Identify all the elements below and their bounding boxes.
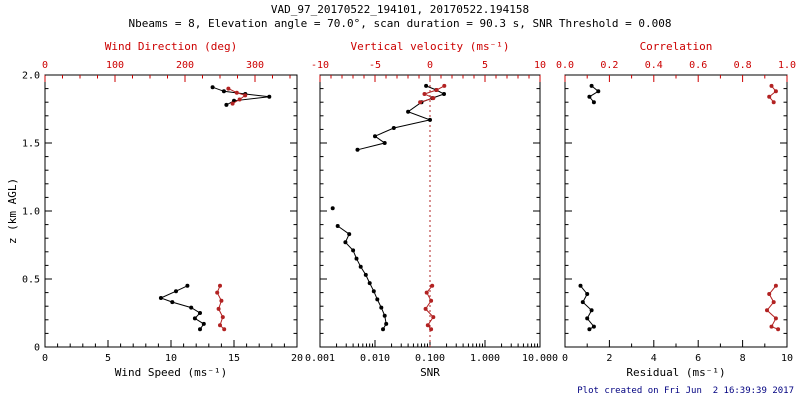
- svg-text:6: 6: [695, 353, 701, 364]
- svg-text:0: 0: [562, 353, 568, 364]
- svg-text:10.000: 10.000: [522, 353, 558, 364]
- svg-text:10: 10: [165, 353, 177, 364]
- correlation-axis-title: Correlation: [639, 40, 713, 53]
- svg-text:0.010: 0.010: [360, 353, 390, 364]
- svg-text:1.0: 1.0: [778, 60, 796, 71]
- svg-text:2.0: 2.0: [22, 71, 40, 82]
- svg-text:8: 8: [740, 353, 746, 364]
- svg-text:5: 5: [482, 60, 488, 71]
- residual-axis-title: Residual (ms⁻¹): [626, 366, 726, 379]
- plot-title: VAD_97_20170522_194101, 20170522.194158: [270, 3, 530, 16]
- svg-text:1.000: 1.000: [470, 353, 500, 364]
- snr-axis-title: SNR: [420, 366, 440, 379]
- svg-text:200: 200: [176, 60, 194, 71]
- svg-text:10: 10: [534, 60, 546, 71]
- svg-text:0.2: 0.2: [600, 60, 618, 71]
- svg-text:0: 0: [34, 343, 40, 354]
- svg-text:0.0: 0.0: [556, 60, 574, 71]
- vertical-velocity-axis-title: Vertical velocity (ms⁻¹): [350, 40, 510, 53]
- svg-text:0.001: 0.001: [305, 353, 335, 364]
- svg-text:10: 10: [781, 353, 793, 364]
- wind-speed-axis-title: Wind Speed (ms⁻¹): [114, 366, 228, 379]
- svg-text:15: 15: [228, 353, 240, 364]
- svg-text:300: 300: [246, 60, 264, 71]
- svg-text:-10: -10: [311, 60, 329, 71]
- svg-text:20: 20: [291, 353, 303, 364]
- svg-text:0.8: 0.8: [734, 60, 752, 71]
- plot-subtitle: Nbeams = 8, Elevation angle = 70.0°, sca…: [128, 17, 672, 30]
- svg-text:100: 100: [106, 60, 124, 71]
- svg-text:0.4: 0.4: [645, 60, 663, 71]
- svg-text:-5: -5: [369, 60, 381, 71]
- svg-text:4: 4: [651, 353, 657, 364]
- svg-text:0.5: 0.5: [22, 275, 40, 286]
- svg-text:0.100: 0.100: [415, 353, 445, 364]
- svg-text:1.5: 1.5: [22, 139, 40, 150]
- svg-text:0: 0: [42, 353, 48, 364]
- creation-timestamp: Plot created on Fri Jun 2 16:39:39 2017: [577, 386, 794, 396]
- svg-text:0.6: 0.6: [689, 60, 707, 71]
- svg-text:2: 2: [606, 353, 612, 364]
- svg-text:5: 5: [105, 353, 111, 364]
- svg-text:1.0: 1.0: [22, 207, 40, 218]
- svg-text:0: 0: [42, 60, 48, 71]
- svg-text:0: 0: [427, 60, 433, 71]
- wind-direction-axis-title: Wind Direction (deg): [104, 40, 238, 53]
